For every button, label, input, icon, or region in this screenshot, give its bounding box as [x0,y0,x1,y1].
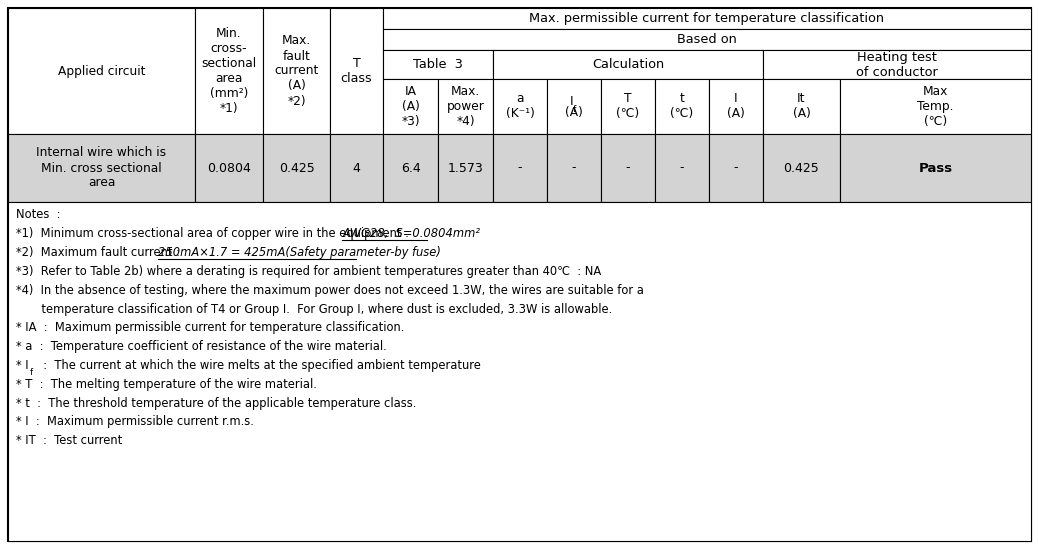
Text: Based on: Based on [677,33,737,46]
Text: -: - [571,161,577,174]
Text: Heating test
of conductor: Heating test of conductor [856,50,938,79]
Bar [263,134,330,202]
Text: 0.425: 0.425 [783,161,820,174]
Bar [383,29,1031,50]
Bar [492,50,763,79]
Text: f: f [30,368,33,377]
Text: *4)  In the absence of testing, where the maximum power does not exceed 1.3W, th: *4) In the absence of testing, where the… [16,284,644,296]
Bar [8,134,195,202]
Text: Applied circuit: Applied circuit [58,65,145,78]
Text: IA
(A)
*3): IA (A) *3) [401,85,420,128]
Bar [709,79,763,134]
Text: T
class: T class [341,57,372,85]
Bar [195,134,263,202]
Bar [438,134,492,202]
Bar [840,79,1031,134]
Bar [763,79,840,134]
Bar [8,8,195,134]
Bar [383,8,1031,29]
Text: *2)  Maximum fault current :: *2) Maximum fault current : [16,246,187,259]
Bar [601,79,655,134]
Text: * I: * I [16,359,29,372]
Text: It
(A): It (A) [793,92,810,120]
Text: * t  :  The threshold temperature of the applicable temperature class.: * t : The threshold temperature of the a… [16,397,417,410]
Text: * I  :  Maximum permissible current r.m.s.: * I : Maximum permissible current r.m.s. [16,415,254,428]
Text: Max.
power
*4): Max. power *4) [447,85,484,128]
Bar [655,134,709,202]
Text: 250mA×1.7 = 425mA(Safety parameter-by fuse): 250mA×1.7 = 425mA(Safety parameter-by fu… [158,246,441,259]
Text: Table  3: Table 3 [414,58,463,71]
Text: temperature classification of T4 or Group I.  For Group I, where dust is exclude: temperature classification of T4 or Grou… [16,302,612,316]
Text: -: - [517,161,523,174]
Text: t
(℃): t (℃) [670,92,694,120]
Text: (A): (A) [565,106,583,119]
Text: * IA  :  Maximum permissible current for temperature classification.: * IA : Maximum permissible current for t… [16,321,404,334]
Bar [763,134,840,202]
Bar [492,79,547,134]
Text: Max. permissible current for temperature classification: Max. permissible current for temperature… [530,12,884,25]
Bar [840,134,1031,202]
Bar [330,134,383,202]
Text: AWG28,  S=0.0804mm²: AWG28, S=0.0804mm² [343,228,480,240]
Bar [547,134,601,202]
Bar [8,202,1031,541]
Text: -: - [680,161,685,174]
Bar [763,50,1031,79]
Bar [263,8,330,134]
Text: 0.425: 0.425 [278,161,315,174]
Bar [547,79,601,134]
Text: 4: 4 [352,161,361,174]
Text: Max
Temp.
(℃): Max Temp. (℃) [917,85,954,128]
Text: Pass: Pass [918,161,953,174]
Text: Notes  :: Notes : [16,208,60,222]
Bar [601,134,655,202]
Bar [383,50,492,79]
Text: *1)  Minimum cross-sectional area of copper wire in the equipment :: *1) Minimum cross-sectional area of copp… [16,228,417,240]
Bar [383,134,438,202]
Text: Calculation: Calculation [592,58,664,71]
Text: Min.
cross-
sectional
area
(mm²)
*1): Min. cross- sectional area (mm²) *1) [202,27,257,115]
Text: -: - [625,161,631,174]
Text: * a  :  Temperature coefficient of resistance of the wire material.: * a : Temperature coefficient of resista… [16,340,387,353]
Text: I: I [569,95,572,108]
Text: a
(K⁻¹): a (K⁻¹) [506,92,534,120]
Text: Internal wire which is
Min. cross sectional
area: Internal wire which is Min. cross sectio… [36,147,166,189]
Bar [383,79,438,134]
Text: * IT  :  Test current: * IT : Test current [16,434,123,447]
Bar [438,79,492,134]
Text: *3)  Refer to Table 2b) where a derating is required for ambient temperatures gr: *3) Refer to Table 2b) where a derating … [16,265,602,278]
Bar [330,8,383,134]
Text: Max.
fault
current
(A)
*2): Max. fault current (A) *2) [274,34,319,108]
Text: 6.4: 6.4 [401,161,421,174]
Text: :  The current at which the wire melts at the specified ambient temperature: : The current at which the wire melts at… [36,359,481,372]
Bar [195,8,263,134]
Text: T
(℃): T (℃) [616,92,640,120]
Text: I
(A): I (A) [727,92,745,120]
Text: * T  :  The melting temperature of the wire material.: * T : The melting temperature of the wir… [16,377,317,391]
Text: -: - [734,161,739,174]
Bar [709,134,763,202]
Text: 0.0804: 0.0804 [207,161,251,174]
Bar [492,134,547,202]
Bar [655,79,709,134]
Text: f: f [572,105,577,114]
Text: 1.573: 1.573 [448,161,483,174]
